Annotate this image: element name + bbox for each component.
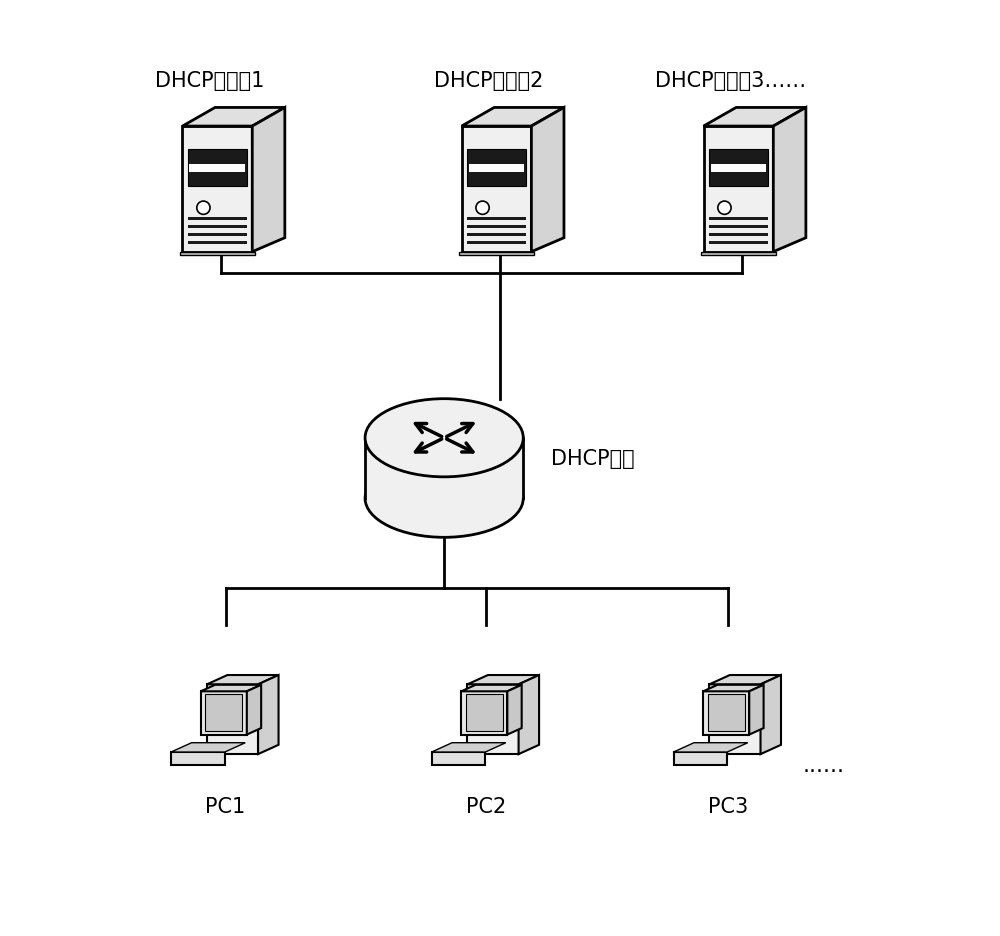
Polygon shape [466, 695, 503, 731]
Polygon shape [709, 684, 761, 754]
Ellipse shape [365, 399, 523, 476]
Polygon shape [459, 252, 534, 255]
Polygon shape [188, 225, 247, 227]
Circle shape [718, 201, 731, 214]
Polygon shape [461, 685, 522, 692]
Circle shape [476, 201, 489, 214]
Text: DHCP服务器3……: DHCP服务器3…… [655, 71, 806, 91]
Polygon shape [711, 164, 766, 172]
Polygon shape [189, 164, 245, 172]
Polygon shape [467, 149, 526, 186]
Polygon shape [749, 685, 764, 735]
Polygon shape [467, 684, 519, 754]
Polygon shape [709, 149, 768, 186]
Polygon shape [201, 692, 247, 735]
Polygon shape [467, 225, 526, 227]
Polygon shape [180, 252, 255, 255]
Text: PC3: PC3 [708, 797, 748, 817]
Polygon shape [703, 692, 749, 735]
Polygon shape [709, 233, 768, 236]
Text: DHCP中继: DHCP中继 [551, 448, 635, 469]
Polygon shape [773, 108, 806, 252]
Polygon shape [432, 742, 506, 752]
Polygon shape [519, 675, 539, 754]
Polygon shape [704, 126, 773, 252]
Polygon shape [709, 216, 768, 220]
Polygon shape [507, 685, 522, 735]
Polygon shape [467, 216, 526, 220]
Polygon shape [432, 752, 485, 765]
Polygon shape [674, 752, 727, 765]
Polygon shape [462, 126, 531, 252]
Polygon shape [207, 675, 279, 684]
Polygon shape [709, 241, 768, 244]
Polygon shape [462, 108, 564, 126]
Polygon shape [247, 685, 261, 735]
Polygon shape [188, 241, 247, 244]
Text: PC2: PC2 [466, 797, 506, 817]
Polygon shape [674, 742, 748, 752]
Polygon shape [188, 149, 247, 186]
Polygon shape [188, 216, 247, 220]
Polygon shape [188, 233, 247, 236]
Polygon shape [207, 684, 258, 754]
Polygon shape [171, 742, 245, 752]
Polygon shape [182, 126, 252, 252]
Polygon shape [704, 108, 806, 126]
Polygon shape [171, 752, 225, 765]
Polygon shape [252, 108, 285, 252]
Text: DHCP服务器2: DHCP服务器2 [434, 71, 544, 91]
Polygon shape [531, 108, 564, 252]
Circle shape [197, 201, 210, 214]
Polygon shape [703, 685, 764, 692]
Ellipse shape [365, 460, 523, 537]
Polygon shape [467, 233, 526, 236]
Polygon shape [205, 695, 242, 731]
Polygon shape [365, 438, 523, 498]
Text: ......: ...... [802, 755, 844, 776]
Polygon shape [467, 675, 539, 684]
Polygon shape [258, 675, 279, 754]
Polygon shape [761, 675, 781, 754]
Polygon shape [201, 685, 261, 692]
Polygon shape [708, 695, 745, 731]
Polygon shape [461, 692, 507, 735]
Text: DHCP服务器1: DHCP服务器1 [155, 71, 264, 91]
Polygon shape [709, 225, 768, 227]
Text: PC1: PC1 [205, 797, 246, 817]
Polygon shape [709, 675, 781, 684]
Polygon shape [182, 108, 285, 126]
Polygon shape [469, 164, 524, 172]
Polygon shape [467, 241, 526, 244]
Polygon shape [701, 252, 776, 255]
